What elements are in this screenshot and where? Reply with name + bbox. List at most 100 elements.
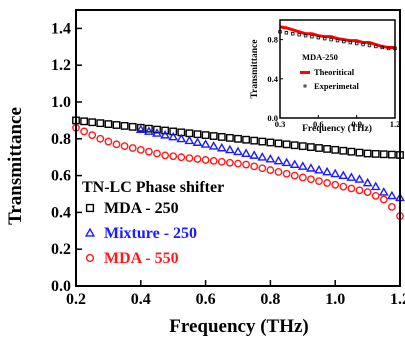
data-point <box>258 137 267 146</box>
inset-data-point <box>342 39 346 44</box>
data-point <box>96 134 105 143</box>
data-point <box>80 117 89 126</box>
legend-title: TN-LC Phase shifter <box>82 179 224 196</box>
data-point <box>338 170 349 180</box>
y-tick-label: 0.4 <box>51 204 71 221</box>
inset-data-point <box>284 31 289 35</box>
data-point <box>379 195 388 204</box>
data-point <box>217 157 226 166</box>
data-point <box>144 124 153 133</box>
legend-label: Mixture - 250 <box>104 225 197 242</box>
y-tick-label: 1.2 <box>51 57 71 74</box>
data-point <box>331 180 340 189</box>
data-point <box>112 121 121 129</box>
data-point <box>250 136 259 145</box>
data-point <box>363 188 372 197</box>
data-point <box>104 120 113 128</box>
data-point <box>347 184 356 193</box>
data-point <box>120 142 129 151</box>
data-point <box>378 187 389 196</box>
data-point <box>160 130 170 139</box>
inset-legend-line <box>300 71 310 74</box>
data-point <box>371 191 380 200</box>
inset-legend-label: Theoritical <box>314 67 355 77</box>
legend-marker <box>84 227 96 237</box>
inset-data-point <box>323 36 327 41</box>
data-point <box>388 150 396 159</box>
data-point <box>282 140 291 149</box>
inset-y-tick-label: 0.8 <box>267 35 278 45</box>
inset-data-point <box>316 35 321 40</box>
data-point <box>96 119 105 128</box>
inset-legend-label: Experimetal <box>314 81 359 91</box>
x-tick-label: 0.6 <box>196 291 216 308</box>
data-point <box>185 129 194 138</box>
data-point <box>355 148 364 157</box>
data-point <box>354 174 365 183</box>
data-point <box>306 163 316 172</box>
inset-data-point <box>348 40 352 45</box>
data-point <box>200 139 211 148</box>
data-point <box>136 145 145 154</box>
data-point <box>209 132 218 140</box>
data-point <box>225 133 234 142</box>
data-point <box>209 156 218 165</box>
inset-x-tick-label: 0.6 <box>313 119 324 129</box>
data-point <box>370 181 381 191</box>
inset-y-axis-label: Transmittance <box>250 40 260 99</box>
data-point <box>169 152 178 161</box>
data-point <box>362 177 373 187</box>
data-point <box>161 126 169 135</box>
data-point <box>193 155 202 163</box>
data-point <box>241 148 251 157</box>
data-point <box>298 142 307 151</box>
y-tick-label: 1.4 <box>51 20 71 37</box>
x-tick-label: 0.8 <box>260 291 280 308</box>
data-point <box>266 138 275 147</box>
inset-data-point <box>335 38 340 43</box>
inset-x-axis-label: Frequency (THz) <box>302 123 372 134</box>
data-point <box>331 145 340 154</box>
data-point <box>363 149 372 158</box>
y-tick-label: 0.6 <box>51 168 71 185</box>
data-point <box>290 141 299 150</box>
data-point <box>289 159 300 169</box>
inset-data-point <box>361 42 365 47</box>
legend-label: MDA - 550 <box>104 250 179 267</box>
data-point <box>112 140 121 149</box>
data-point <box>330 168 341 178</box>
data-point <box>347 147 356 156</box>
data-point <box>120 122 129 130</box>
data-point <box>242 160 251 169</box>
data-point <box>234 159 242 168</box>
x-axis-label: Frequency (THz) <box>169 316 309 337</box>
inset-x-tick-label: 1.2 <box>390 119 401 129</box>
data-point <box>242 135 250 144</box>
inset-x-tick-label: 0.9 <box>351 119 362 129</box>
data-point <box>80 127 89 136</box>
inset-title: MDA-250 <box>302 52 338 62</box>
data-point <box>282 169 291 178</box>
data-point <box>135 124 146 134</box>
data-point <box>323 179 331 187</box>
data-point <box>234 134 242 143</box>
data-point <box>161 151 170 160</box>
data-point <box>168 131 179 141</box>
inset-data-point <box>310 34 314 39</box>
data-point <box>339 146 348 155</box>
inset-frame <box>279 19 396 119</box>
data-point <box>307 143 315 151</box>
data-point <box>250 162 259 171</box>
y-axis-label: Transmittance <box>5 107 26 225</box>
data-point <box>177 153 186 162</box>
data-point <box>153 125 161 134</box>
data-point <box>153 149 161 158</box>
data-point <box>249 150 260 159</box>
data-point <box>193 130 202 139</box>
data-point <box>274 168 283 176</box>
data-point <box>298 173 307 182</box>
series-circle <box>72 123 404 220</box>
y-tick-label: 0.8 <box>51 131 71 148</box>
inset-data-point <box>367 43 372 48</box>
